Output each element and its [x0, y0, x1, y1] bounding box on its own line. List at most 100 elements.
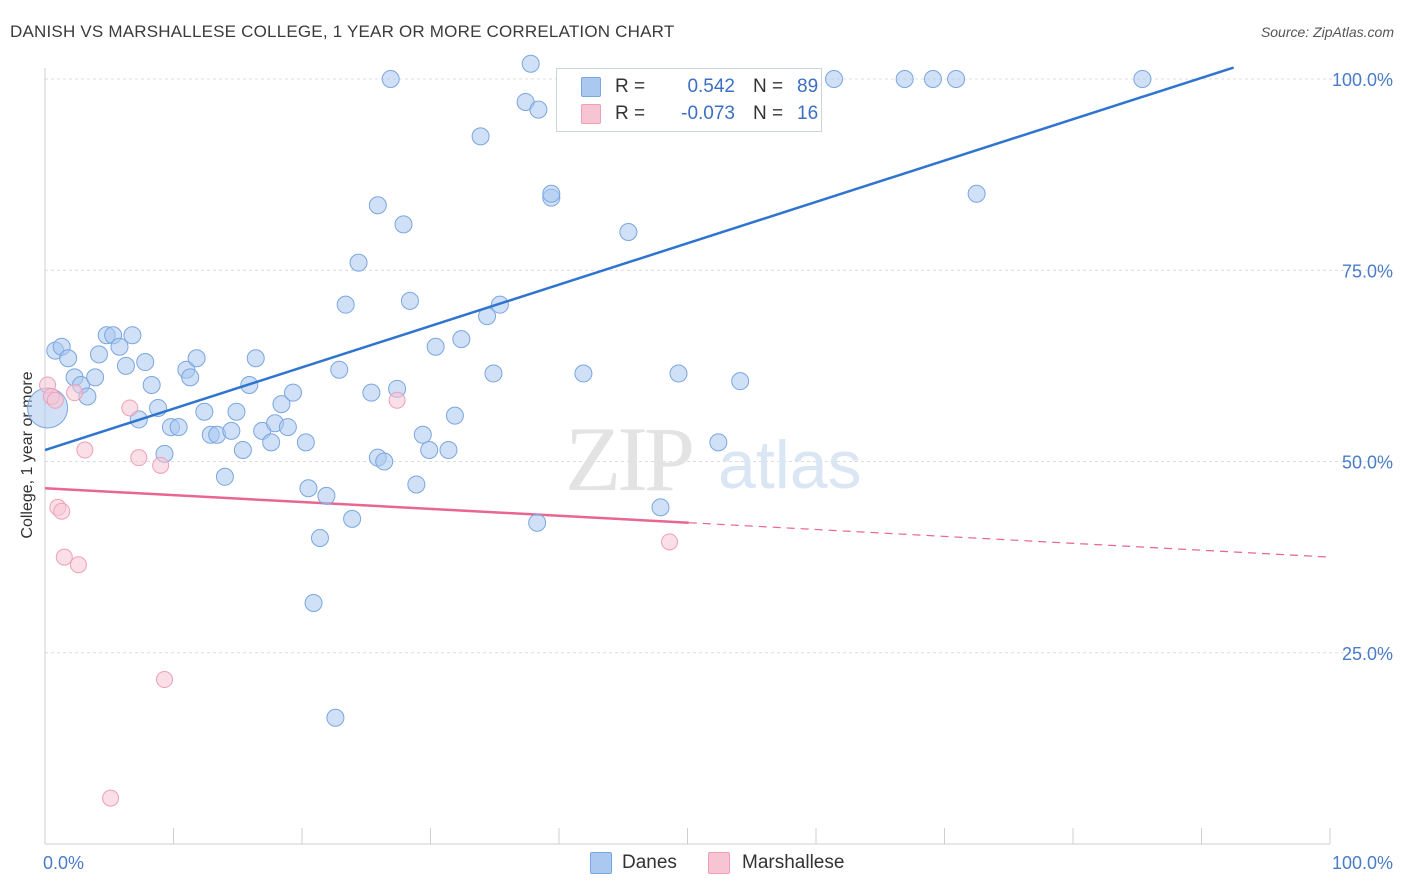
marshallese-legend-swatch: [708, 852, 730, 874]
gridlines: [45, 78, 1395, 654]
watermark-atlas: atlas: [718, 427, 862, 503]
marshallese-point: [388, 391, 406, 409]
danes-point: [262, 433, 281, 452]
danes-point: [413, 425, 432, 444]
danes-point: [59, 349, 78, 368]
marshallese-point: [55, 548, 73, 566]
danes-point: [215, 467, 234, 486]
danes-point: [824, 70, 843, 88]
danes-point: [116, 356, 135, 375]
marshallese-point: [76, 441, 94, 459]
marshallese-legend-label: Marshallese: [742, 852, 845, 873]
x-tick-label-max: 100.0%: [1332, 853, 1393, 873]
marshallese-point: [130, 449, 148, 467]
danes-point: [471, 127, 490, 146]
y-tick-label: 50.0%: [1342, 453, 1393, 473]
danes-n-value: 89: [797, 76, 819, 97]
danes-point: [967, 184, 986, 203]
danes-point: [709, 433, 728, 452]
danes-point: [574, 364, 593, 383]
marshallese-swatch: [581, 104, 601, 124]
y-tick-label: 100.0%: [1332, 70, 1393, 90]
legend-item-marshallese: Marshallese: [708, 852, 844, 874]
marshallese-point: [69, 556, 87, 574]
source-credit: Source: ZipAtlas.com: [1260, 24, 1394, 40]
danes-point: [381, 70, 400, 88]
marshallese-point: [66, 384, 84, 402]
danes-point: [394, 215, 413, 234]
danes-point: [400, 291, 419, 310]
danes-point: [86, 368, 105, 387]
danes-point: [110, 337, 129, 356]
danes-point: [484, 364, 503, 383]
danes-trend-segment: [44, 66, 1235, 452]
chart-title: DANISH VS MARSHALLESE COLLEGE, 1 YEAR OR…: [10, 22, 675, 41]
danes-point: [181, 368, 200, 387]
danes-r-value: 0.542: [687, 76, 735, 97]
danes-point: [123, 326, 142, 345]
marshallese-trend-line: [44, 487, 1331, 558]
y-tick-label: 25.0%: [1342, 644, 1393, 664]
danes-points: [27, 54, 1152, 727]
danes-point: [731, 372, 750, 391]
x-tick-label-min: 0.0%: [43, 853, 84, 873]
danes-point: [299, 479, 318, 498]
danes-point: [947, 70, 966, 88]
legend-item-danes: Danes: [590, 852, 677, 874]
danes-point: [420, 441, 439, 460]
danes-point: [317, 486, 336, 505]
danes-point: [452, 330, 471, 349]
danes-point: [296, 433, 315, 452]
watermark: ZIP atlas: [565, 408, 862, 510]
axes: [44, 68, 1331, 845]
marshallese-n-value: 16: [797, 103, 819, 124]
danes-point: [246, 349, 265, 368]
marshallese-point: [102, 789, 120, 807]
danes-trend-line: [44, 66, 1235, 452]
danes-point: [368, 196, 387, 215]
stats-legend: R = 0.542 N = 89 R = -0.073 N = 16: [556, 68, 822, 132]
danes-point: [1133, 70, 1152, 88]
danes-point: [521, 54, 540, 73]
danes-point: [445, 406, 464, 425]
marshallese-point: [53, 502, 71, 520]
danes-point: [330, 360, 349, 379]
danes-point: [426, 337, 445, 356]
marshallese-trend-segment: [44, 487, 689, 524]
danes-point: [439, 441, 458, 460]
n-label: N =: [753, 103, 784, 124]
danes-point: [227, 402, 246, 421]
marshallese-point: [156, 671, 174, 689]
danes-point: [895, 70, 914, 88]
marshallese-r-value: -0.073: [681, 103, 735, 124]
danes-point: [923, 70, 942, 88]
danes-point: [136, 353, 155, 372]
marshallese-trend-extension: [688, 522, 1331, 558]
danes-point: [619, 223, 638, 241]
danes-swatch: [581, 77, 601, 97]
legend-row-marshallese: R = -0.073 N = 16: [581, 101, 818, 127]
danes-point: [222, 421, 241, 440]
danes-point: [272, 395, 291, 414]
marshallese-point: [152, 456, 170, 474]
danes-point: [375, 452, 394, 471]
danes-point: [336, 295, 355, 314]
danes-point: [349, 253, 368, 272]
danes-point: [233, 441, 252, 460]
r-label: R =: [615, 76, 646, 97]
danes-point: [304, 594, 323, 613]
marshallese-points: [39, 376, 679, 807]
danes-point: [326, 708, 345, 727]
danes-point: [528, 513, 547, 532]
n-label: N =: [753, 76, 784, 97]
danes-point: [169, 418, 188, 437]
danes-point: [343, 509, 362, 528]
danes-point: [284, 383, 303, 402]
danes-point: [310, 529, 329, 547]
danes-legend-label: Danes: [622, 852, 677, 873]
danes-point: [362, 383, 381, 402]
r-label: R =: [615, 103, 646, 124]
danes-point: [89, 345, 108, 364]
danes-point: [651, 498, 670, 517]
